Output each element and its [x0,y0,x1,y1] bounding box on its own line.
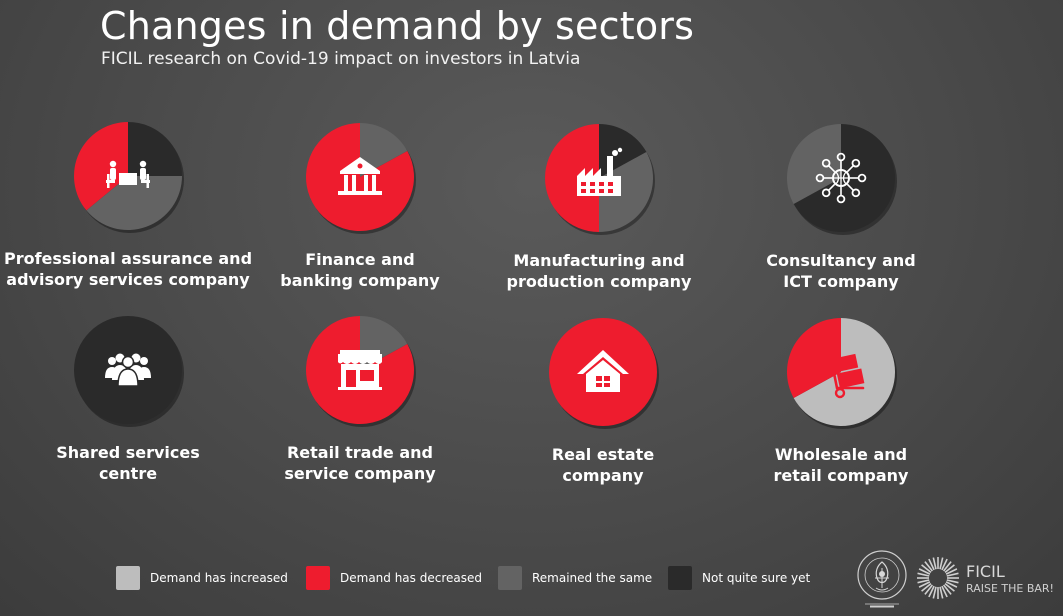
legend-item-same: Remained the same [498,566,652,590]
legend-swatch [116,566,140,590]
sector-consultancy: Consultancy and ICT company [711,120,971,292]
pie-realestate [549,318,659,429]
hand-truck-icon [819,346,865,399]
slice-finance-same [360,123,408,177]
sector-label-line: Shared services [56,443,200,462]
legend-swatch [306,566,330,590]
sector-label-wholesale: Wholesale and retail company [711,444,971,486]
sector-label-line: centre [98,464,158,483]
sector-label-line: Manufacturing and [513,251,685,270]
legend: Demand has increased Demand has decreased… [116,566,836,592]
sector-label-line: advisory services company [6,270,250,289]
page-title: Changes in demand by sectors [100,4,695,48]
sector-label-retail: Retail trade and service company [230,442,490,484]
house-icon [577,350,629,392]
factory-icon [577,147,623,196]
sector-label-manufacturing: Manufacturing and production company [469,250,729,292]
legend-item-increased: Demand has increased [116,566,288,590]
sector-manufacturing: Manufacturing and production company [469,120,729,292]
people-group-icon [105,353,151,387]
ficil-logo [916,556,960,605]
sector-label-line: retail company [773,466,909,485]
legend-label: Demand has decreased [340,571,482,585]
slice-finance-decreased [306,123,414,231]
slice-wholesale-increased [793,318,895,426]
slice-professional-decreased [73,122,128,211]
pie-professional [73,122,184,233]
sector-retail: Retail trade and service company [230,312,490,484]
legend-label: Not quite sure yet [702,571,811,585]
network-icon [815,152,867,204]
sector-label-line: Retail trade and [286,443,433,462]
sector-label-line: company [562,466,644,485]
ficil-name: FICIL [966,562,1005,581]
sector-shared: Shared services centre [0,312,258,484]
sector-label-line: banking company [280,271,440,290]
sector-label-realestate: Real estate company [473,444,733,486]
pie-manufacturing [545,124,655,235]
sector-label-line: production company [506,272,692,291]
ficil-tagline: RAISE THE BAR! [966,582,1054,595]
sector-label-line: Consultancy and [766,251,916,270]
pie-retail [306,316,416,427]
bank-icon [338,157,382,195]
sector-label-line: Professional assurance and [3,249,253,268]
sector-professional: Professional assurance and advisory servi… [0,118,258,290]
legend-label: Remained the same [532,571,653,585]
legend-label: Demand has increased [150,571,288,585]
pie-wholesale [787,318,897,429]
slice-wholesale-decreased [787,318,841,399]
pie-shared [74,316,184,427]
pie-finance [306,123,416,234]
page-subtitle: FICIL research on Covid-19 impact on inv… [101,49,581,69]
sector-label-finance: Finance and banking company [230,249,490,291]
slice-professional-not-sure [128,122,182,176]
pie-consultancy [787,124,897,235]
sector-label-professional: Professional assurance and advisory servi… [0,248,258,290]
slice-consultancy-same [787,124,841,205]
sse-riga-logo [855,548,909,615]
sector-label-line: service company [284,464,436,483]
sector-wholesale: Wholesale and retail company [711,314,971,486]
legend-item-decreased: Demand has decreased [306,566,482,590]
legend-swatch [498,566,522,590]
sector-label-consultancy: Consultancy and ICT company [711,250,971,292]
sector-label-line: Real estate [551,445,655,464]
sector-label-line: Finance and [305,250,415,269]
sector-label-line: ICT company [783,272,899,291]
slice-manufacturing-decreased [545,124,599,232]
legend-swatch [668,566,692,590]
sector-label-shared: Shared services centre [0,442,258,484]
shop-icon [338,350,382,390]
legend-item-not-sure: Not quite sure yet [668,566,810,590]
ficil-wordmark: FICIL RAISE THE BAR! [966,562,1054,595]
meeting-icon [106,160,150,188]
sector-finance: Finance and banking company [230,119,490,291]
slice-professional-same [86,176,182,230]
sector-realestate: Real estate company [473,314,733,486]
sector-label-line: Wholesale and [774,445,908,464]
